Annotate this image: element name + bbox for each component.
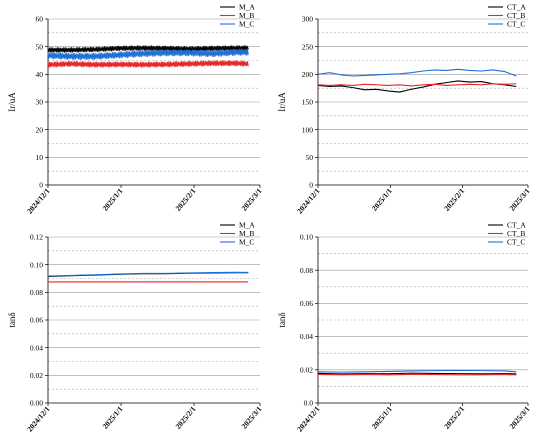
- y-tick-label: 0.10: [300, 233, 313, 242]
- x-tick-label: 2025/1/1: [370, 404, 394, 430]
- y-tick-label: 50: [306, 153, 314, 162]
- y-axis-label: tanδ: [277, 312, 287, 327]
- legend-label: M_A: [239, 221, 255, 230]
- series-line-ct-a: [317, 80, 517, 93]
- legend-label: CT_A: [507, 221, 526, 230]
- series-line-m-a: [47, 45, 249, 53]
- legend-label: M_B: [239, 229, 254, 238]
- x-tick-label: 2024/12/1: [25, 186, 52, 215]
- legend-label: M_B: [239, 11, 254, 20]
- y-tick-label: 0: [309, 181, 313, 190]
- y-tick-label: 200: [302, 70, 314, 79]
- chart-panel-3: 0.00 0.02 0.04 0.06 0.08 0.10 0.12 tanδ 2024/12/…: [7, 221, 264, 434]
- legend-label: CT_B: [507, 229, 525, 238]
- y-tick-label: 0.00: [30, 399, 43, 408]
- legend-label: M_C: [239, 238, 254, 247]
- y-tick-label: 150: [302, 98, 314, 107]
- y-axis-label: tanδ: [7, 312, 17, 327]
- y-tick-label: 0.12: [30, 233, 43, 242]
- y-tick-label: 0.06: [30, 316, 43, 325]
- y-tick-label: 0: [39, 181, 43, 190]
- series-line-ct-b: [317, 83, 517, 87]
- x-tick-label: 2024/12/1: [295, 186, 322, 215]
- y-tick-label: 250: [302, 42, 314, 51]
- x-tick-label: 2025/2/1: [442, 186, 466, 212]
- chart-panel-4: 0.0 0.02 0.04 0.06 0.08 0.10 tanδ 2024/12/1 2025…: [277, 221, 532, 434]
- y-tick-label: 10: [36, 153, 44, 162]
- x-tick-label: 2025/1/1: [101, 404, 125, 430]
- x-tick-label: 2024/12/1: [295, 404, 322, 433]
- x-tick-label: 2024/12/1: [25, 404, 52, 433]
- legend-label: CT_C: [507, 20, 525, 29]
- x-tick-label: 2025/2/1: [174, 404, 198, 430]
- y-tick-label: 0.0: [304, 399, 314, 408]
- y-tick-label: 0.10: [30, 260, 43, 269]
- x-tick-label: 2025/2/1: [442, 404, 466, 430]
- series-line-m-c: [47, 271, 249, 277]
- y-tick-label: 30: [36, 98, 44, 107]
- legend-label: M_A: [239, 3, 255, 12]
- y-tick-label: 0.06: [300, 299, 313, 308]
- y-tick-label: 0.08: [300, 266, 313, 275]
- x-tick-label: 2025/3/1: [507, 186, 531, 212]
- legend-label: M_C: [239, 20, 254, 29]
- chart-panel-2: 0 50 100 150 200 250 300 Ir/uA 2024/12/1 2025/1/1…: [277, 3, 532, 216]
- series-line-ct-c: [317, 68, 517, 77]
- legend-label: CT_B: [507, 11, 525, 20]
- x-tick-label: 2025/1/1: [370, 186, 394, 212]
- series-line-m-c: [47, 48, 249, 60]
- y-tick-label: 40: [36, 70, 44, 79]
- x-tick-label: 2025/3/1: [239, 186, 263, 212]
- y-tick-label: 300: [302, 15, 314, 24]
- series-line-ct-c: [317, 369, 517, 373]
- y-tick-label: 0.04: [300, 332, 313, 341]
- chart-panel-1: 0 10 20 30 40 50 60 Ir/uA 2024/12/1 2025/1/1 2025/…: [7, 3, 264, 216]
- y-axis-label: Ir/uA: [277, 92, 287, 112]
- y-tick-label: 50: [36, 42, 44, 51]
- legend-label: CT_A: [507, 3, 526, 12]
- y-tick-label: 0.02: [30, 371, 43, 380]
- y-tick-label: 0.08: [30, 288, 43, 297]
- y-tick-label: 100: [302, 125, 314, 134]
- y-tick-label: 0.02: [300, 365, 313, 374]
- series-line-m-b: [47, 60, 249, 68]
- x-tick-label: 2025/3/1: [507, 404, 531, 430]
- legend-label: CT_C: [507, 238, 525, 247]
- x-tick-label: 2025/3/1: [239, 404, 263, 430]
- y-axis-label: Ir/uA: [7, 92, 17, 112]
- y-tick-label: 20: [36, 125, 44, 134]
- series-line-ct-a: [317, 372, 517, 375]
- y-tick-label: 60: [36, 15, 44, 24]
- x-tick-label: 2025/1/1: [101, 186, 125, 212]
- x-tick-label: 2025/2/1: [174, 186, 198, 212]
- y-tick-label: 0.04: [30, 343, 43, 352]
